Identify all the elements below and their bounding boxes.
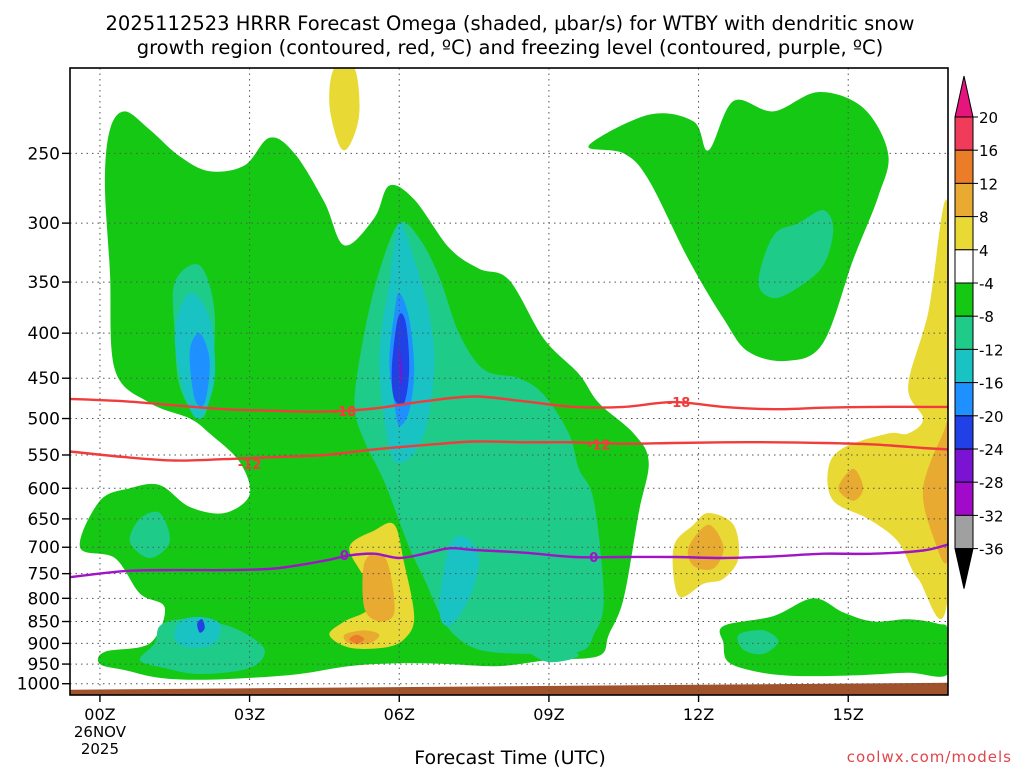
colorbar-label: -8	[979, 308, 994, 326]
contour-label: -18	[333, 405, 357, 420]
y-tick-label: 250	[28, 144, 60, 164]
colorbar-top-arrow	[954, 75, 974, 118]
omega-region-neg8	[528, 645, 579, 663]
x-tick-label: 15Z	[833, 705, 864, 724]
omega-region-neg4	[588, 92, 889, 362]
axes: 2503003504004505005506006507007508008509…	[17, 67, 949, 758]
omega-region-neg8	[758, 210, 834, 299]
omega-region-4	[827, 199, 948, 619]
y-tick-label: 850	[28, 613, 60, 633]
plot-frame	[69, 67, 949, 696]
grid	[70, 68, 948, 695]
contour-label: -12	[587, 438, 611, 453]
omega-region-4	[329, 68, 360, 151]
colorbar-label: 4	[979, 242, 989, 260]
x-tick-label: 09Z	[533, 705, 564, 724]
y-tick-label: 1000	[17, 675, 60, 695]
x-tick-label: 12Z	[683, 705, 714, 724]
colorbar-label: 16	[979, 142, 998, 160]
omega-region-neg20	[197, 619, 205, 633]
y-tick-label: 700	[28, 538, 60, 558]
colorbar-label: -24	[979, 441, 1004, 459]
chart-title-line-1: 2025112523 HRRR Forecast Omega (shaded, …	[106, 12, 915, 35]
y-tick-label: 650	[28, 510, 60, 530]
omega-region-neg8	[129, 511, 171, 558]
colorbar-segment	[954, 216, 974, 251]
omega-region-neg12	[174, 616, 221, 648]
colorbar-segment	[954, 182, 974, 218]
omega-region-neg8	[737, 630, 779, 655]
chart-title-line-2: growth region (contoured, red, ºC) and f…	[137, 36, 884, 59]
colorbar-segment	[954, 282, 974, 317]
colorbar-label: -36	[979, 541, 1004, 559]
date-label: 26NOV	[74, 723, 127, 741]
colorbar: 20 16 12 8 4 -4 -8 -12 -16 -20 -24 -28 -32 -36	[954, 75, 1004, 589]
colorbar-bottom-arrow	[954, 548, 974, 589]
colorbar-segment	[954, 415, 974, 450]
y-tick-label: 500	[28, 410, 60, 430]
x-axis-title: Forecast Time (UTC)	[414, 747, 605, 768]
omega-region-neg16	[189, 333, 210, 407]
y-tick-label: 550	[28, 446, 60, 466]
y-tick-label: 950	[28, 655, 60, 675]
date-label: 2025	[81, 740, 119, 758]
colorbar-segment	[954, 348, 974, 384]
x-tick-label: 03Z	[234, 705, 265, 724]
colorbar-segment	[954, 149, 974, 184]
colorbar-label: -16	[979, 375, 1004, 393]
omega-region-8	[838, 468, 864, 501]
colorbar-label: -28	[979, 474, 1004, 492]
colorbar-label: -12	[979, 341, 1004, 359]
y-tick-label: 800	[28, 589, 60, 609]
colorbar-label: 8	[979, 209, 989, 227]
omega-region-12	[349, 634, 365, 644]
plot-area: -18 -18 -12 -12 0 0	[70, 68, 948, 695]
y-tick-label: 450	[28, 369, 60, 389]
colorbar-segment	[954, 382, 974, 417]
y-tick-label: 350	[28, 273, 60, 293]
y-tick-label: 400	[28, 324, 60, 344]
colorbar-segment	[954, 315, 974, 350]
omega-region-8	[362, 552, 395, 622]
omega-region-neg4	[719, 598, 948, 677]
x-tick-label: 00Z	[84, 705, 115, 724]
contour-line	[70, 395, 948, 413]
contour-label: -12	[238, 458, 262, 473]
colorbar-segment	[954, 249, 974, 284]
y-tick-label: 600	[28, 479, 60, 499]
omega-region-neg12	[439, 535, 480, 627]
colorbar-label: -32	[979, 507, 1004, 525]
colorbar-label: -20	[979, 408, 1004, 426]
y-tick-label: 300	[28, 214, 60, 234]
terrain-band	[70, 682, 948, 695]
contour-label: -18	[667, 396, 691, 411]
contour-line	[70, 543, 948, 579]
colorbar-segment	[954, 448, 974, 483]
colorbar-label: -4	[979, 275, 994, 293]
colorbar-label: 12	[979, 175, 998, 193]
colorbar-segment	[954, 116, 974, 151]
y-tick-label: 900	[28, 634, 60, 654]
contour-label: 0	[589, 551, 598, 566]
colorbar-label: 20	[979, 109, 998, 127]
credit-text: coolwx.com/models	[847, 748, 1012, 766]
omega-region-8	[922, 422, 948, 564]
colorbar-segment	[954, 481, 974, 516]
colorbar-segment	[954, 514, 974, 550]
y-tick-label: 750	[28, 565, 60, 585]
x-tick-label: 06Z	[384, 705, 415, 724]
contour-line	[70, 440, 948, 462]
contour-label: 0	[340, 549, 349, 564]
